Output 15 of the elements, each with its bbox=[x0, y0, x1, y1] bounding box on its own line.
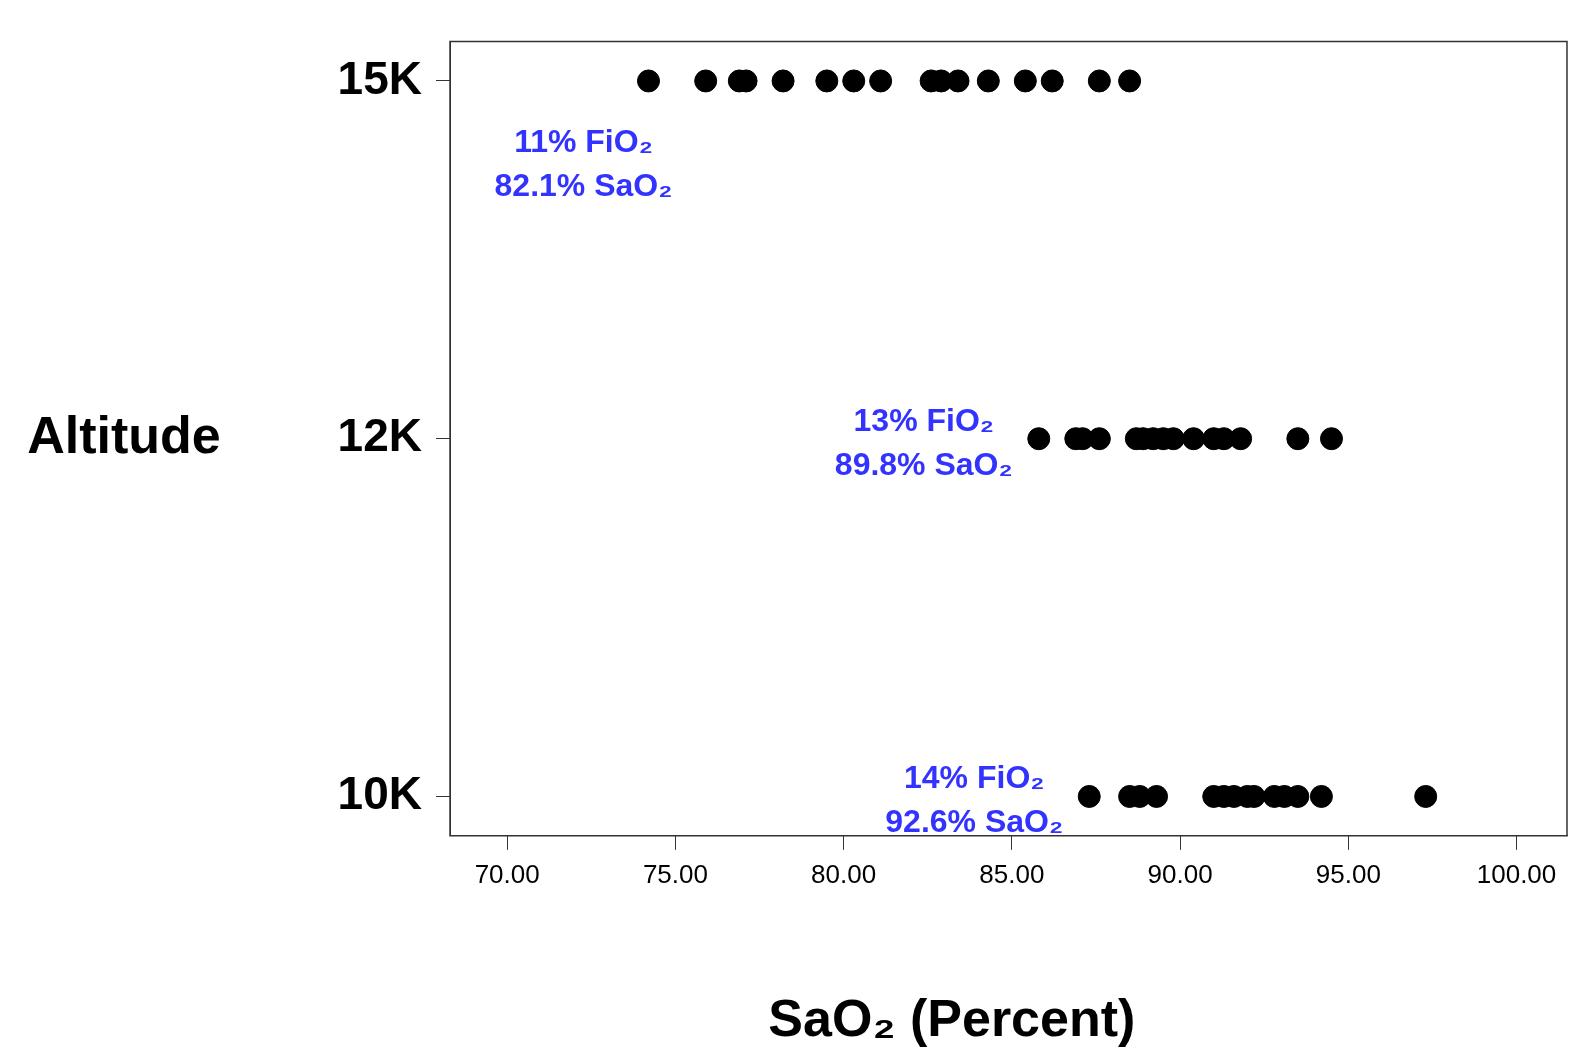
x-tick-label: 80.00 bbox=[811, 858, 877, 889]
y-tick-label: 12K bbox=[337, 409, 422, 462]
x-tick-label: 75.00 bbox=[642, 858, 708, 889]
x-tick-label: 85.00 bbox=[979, 858, 1045, 889]
x-axis-title: SaO₂ (Percent) bbox=[768, 989, 1136, 1048]
x-tick-label: 70.00 bbox=[474, 858, 540, 889]
y-tick-label: 10K bbox=[337, 767, 422, 820]
annotation: 13% FiO₂ 89.8% SaO₂ bbox=[834, 401, 1013, 482]
annotation: 14% FiO₂ 92.6% SaO₂ bbox=[885, 759, 1064, 840]
annotation: 11% FiO₂ 82.1% SaO₂ bbox=[494, 122, 673, 203]
x-tick-label: 95.00 bbox=[1315, 858, 1381, 889]
x-tick-label: 90.00 bbox=[1147, 858, 1213, 889]
x-tick-label: 100.00 bbox=[1476, 858, 1557, 889]
y-tick-label: 15K bbox=[337, 51, 422, 104]
y-axis-title: Altitude bbox=[27, 406, 221, 465]
